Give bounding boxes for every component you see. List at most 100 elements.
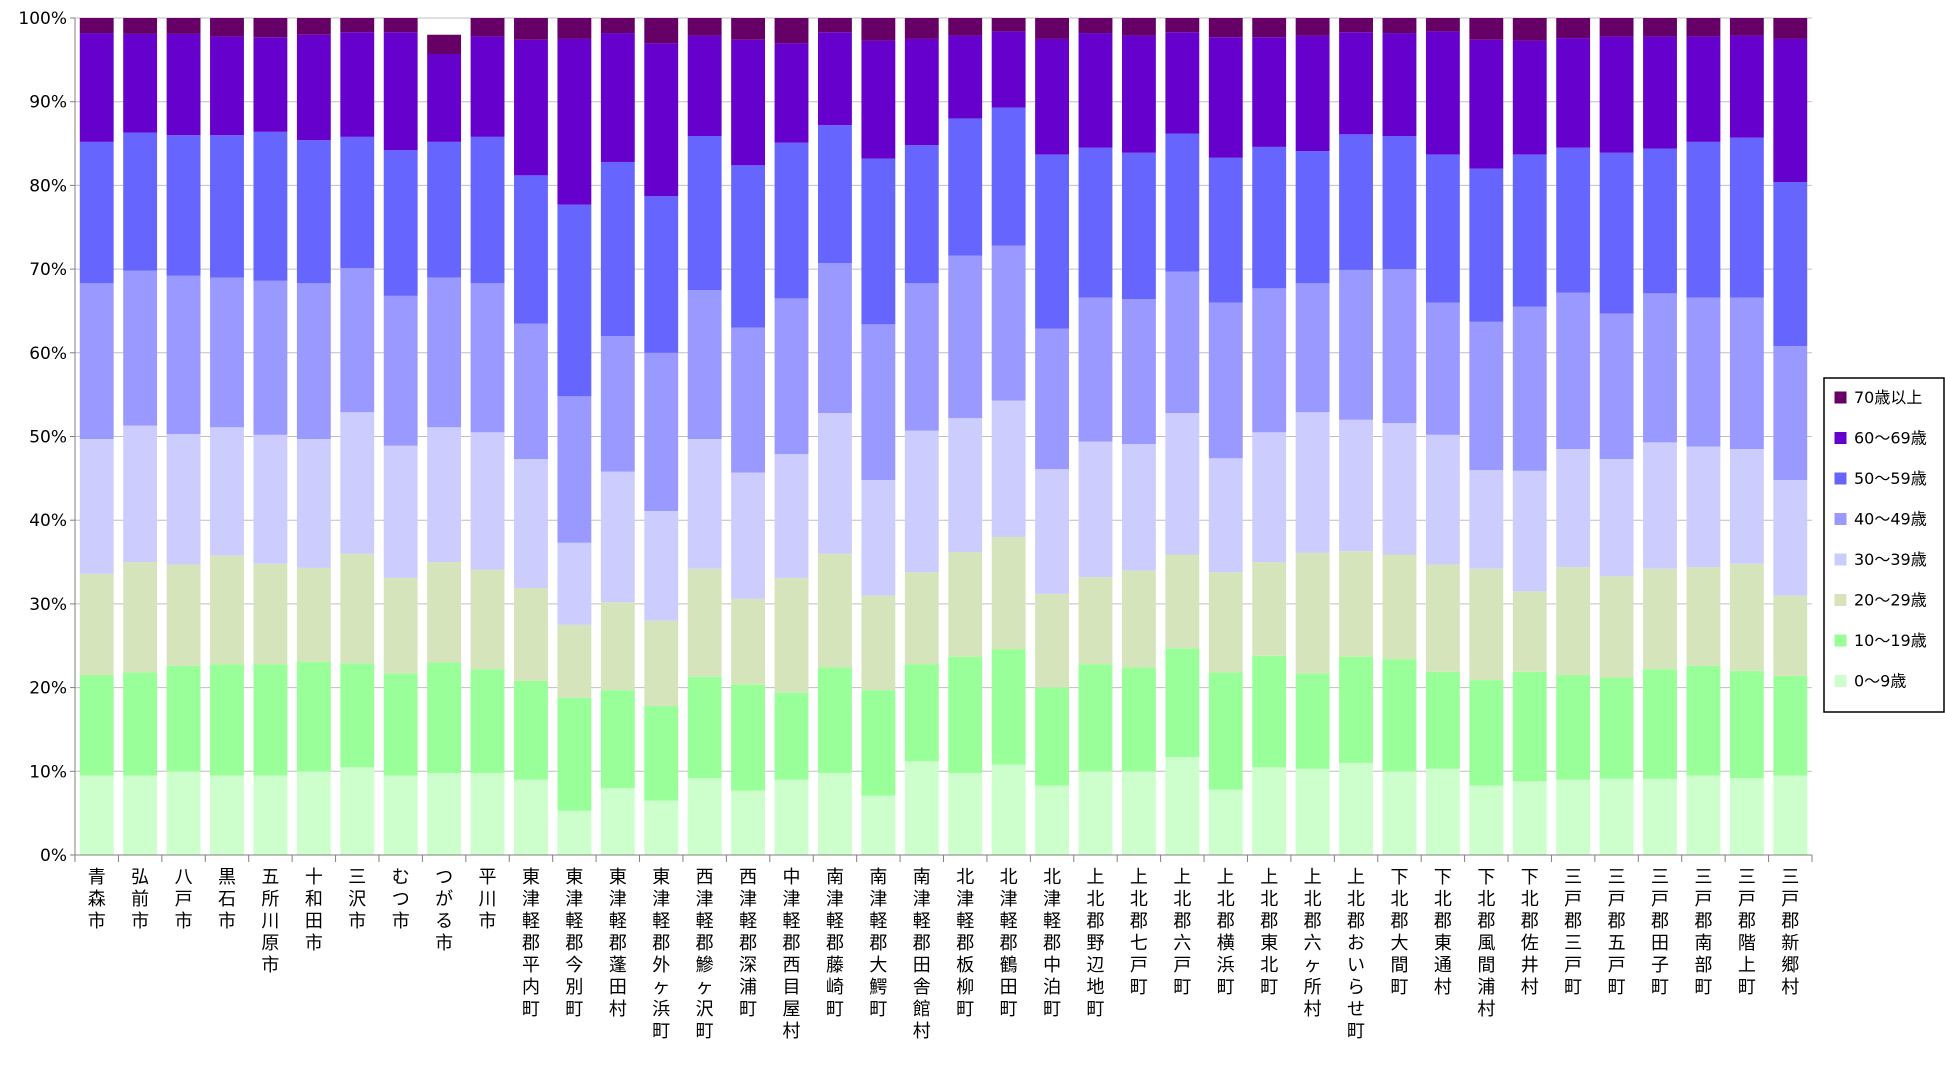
- bar-segment: [79, 33, 114, 142]
- bar-segment: [1643, 293, 1677, 443]
- bar-segment: [1686, 775, 1721, 855]
- bar-segment: [1208, 672, 1243, 790]
- bar-segment: [861, 18, 896, 41]
- bar-segment: [296, 140, 331, 284]
- bar-segment: [79, 283, 114, 440]
- x-tick-label: 南津軽郡田舎館村: [913, 867, 931, 1042]
- bar-segment: [253, 434, 288, 564]
- bar-segment: [1035, 687, 1069, 786]
- y-tick-label: 20%: [29, 679, 67, 699]
- bar-segment: [861, 595, 896, 691]
- x-tick-label: 八戸市: [175, 867, 193, 932]
- bar-segment: [470, 432, 505, 570]
- bar-segment: [1556, 449, 1591, 568]
- y-tick-label: 30%: [29, 595, 67, 615]
- bar-segment: [557, 697, 592, 811]
- bar-segment: [774, 142, 809, 299]
- bar-segment: [1295, 18, 1330, 36]
- bar-segment: [1729, 670, 1764, 778]
- bar-segment: [1729, 449, 1764, 564]
- legend: 70歳以上 60～69歳 50～59歳 40～49歳 30～39歳 20～29歳 10～19…: [1823, 377, 1945, 713]
- bar-segment: [79, 141, 114, 284]
- bar-segment: [383, 32, 418, 151]
- bar-segment: [687, 35, 722, 137]
- x-tick-label: 上北郡おいらせ町: [1347, 867, 1365, 1042]
- bar-segment: [166, 564, 201, 666]
- x-tick-label: 三沢市: [348, 867, 366, 932]
- bar-segment: [79, 675, 114, 776]
- bar-segment: [1425, 302, 1460, 435]
- bar-segment: [991, 18, 1026, 32]
- bar-segment: [210, 277, 244, 428]
- bar-segment: [1295, 35, 1330, 152]
- bar-segment: [600, 161, 635, 337]
- bar-segment: [427, 34, 462, 54]
- bar-segment: [1643, 148, 1677, 294]
- x-tick-label: 下北郡風間浦村: [1477, 867, 1495, 1020]
- bar-segment: [296, 34, 331, 141]
- bar-segment: [1512, 40, 1547, 155]
- bar-segment: [731, 327, 766, 473]
- bar-segment: [427, 562, 462, 663]
- bar-segment: [253, 37, 288, 132]
- bar-segment: [1425, 671, 1460, 769]
- bar-segment: [1165, 271, 1200, 414]
- bar-segment: [1035, 18, 1069, 39]
- bar-segment: [1165, 648, 1200, 758]
- bar-segment: [296, 771, 331, 855]
- x-tick-label: 青森市: [88, 867, 106, 932]
- bar-segment: [79, 439, 114, 574]
- bar-segment: [1729, 35, 1764, 138]
- bar-segment: [1556, 292, 1591, 450]
- bar-segment: [79, 775, 114, 855]
- x-tick-label: 南津軽郡大鰐町: [869, 867, 887, 1020]
- x-tick-label: 三戸郡五戸町: [1608, 867, 1626, 998]
- bar-segment: [1295, 412, 1330, 553]
- bar-segment: [1252, 37, 1287, 147]
- legend-swatch: [1834, 675, 1847, 687]
- bar-segment: [818, 667, 852, 773]
- bar-segment: [383, 18, 418, 33]
- bar-segment: [991, 31, 1026, 108]
- x-tick-label: 西津軽郡深浦町: [739, 867, 757, 1020]
- y-tick-label: 80%: [29, 176, 67, 196]
- bar-segment: [1295, 552, 1330, 674]
- bar-segment: [1339, 419, 1373, 552]
- bar-segment: [818, 772, 852, 855]
- bar-segment: [123, 270, 158, 426]
- bar-segment: [1512, 470, 1547, 592]
- x-tick-label: 三戸郡三戸町: [1564, 867, 1582, 998]
- bar-segment: [383, 577, 418, 674]
- bar-segment: [340, 553, 375, 664]
- bar-segment: [600, 18, 635, 34]
- bar-segment: [470, 18, 505, 37]
- bar-segment: [1729, 137, 1764, 298]
- bar-segment: [1295, 768, 1330, 855]
- legend-swatch: [1834, 472, 1847, 485]
- bar-segment: [383, 295, 418, 446]
- bar-segment: [470, 772, 505, 855]
- legend-label: 20～29歳: [1854, 591, 1927, 610]
- bar-segment: [296, 283, 331, 440]
- bar-segment: [644, 800, 679, 855]
- bar-segment: [904, 38, 939, 146]
- bars: [79, 18, 1808, 855]
- bar-segment: [861, 158, 896, 325]
- bar-segment: [687, 439, 722, 569]
- bar-segment: [1165, 413, 1200, 555]
- y-tick-label: 90%: [29, 93, 67, 113]
- bar-segment: [1599, 576, 1634, 678]
- bar-segment: [253, 131, 288, 281]
- bar-segment: [470, 569, 505, 670]
- y-tick-label: 60%: [29, 344, 67, 364]
- x-tick-label: 黒石市: [218, 867, 236, 932]
- x-tick-label: つがる市: [435, 867, 453, 954]
- bar-segment: [123, 132, 158, 271]
- bar-segment: [514, 323, 548, 460]
- bar-segment: [1382, 423, 1417, 555]
- bar-segment: [731, 790, 766, 855]
- bar-segment: [861, 324, 896, 481]
- bar-segment: [991, 107, 1026, 246]
- bar-segment: [1121, 152, 1156, 300]
